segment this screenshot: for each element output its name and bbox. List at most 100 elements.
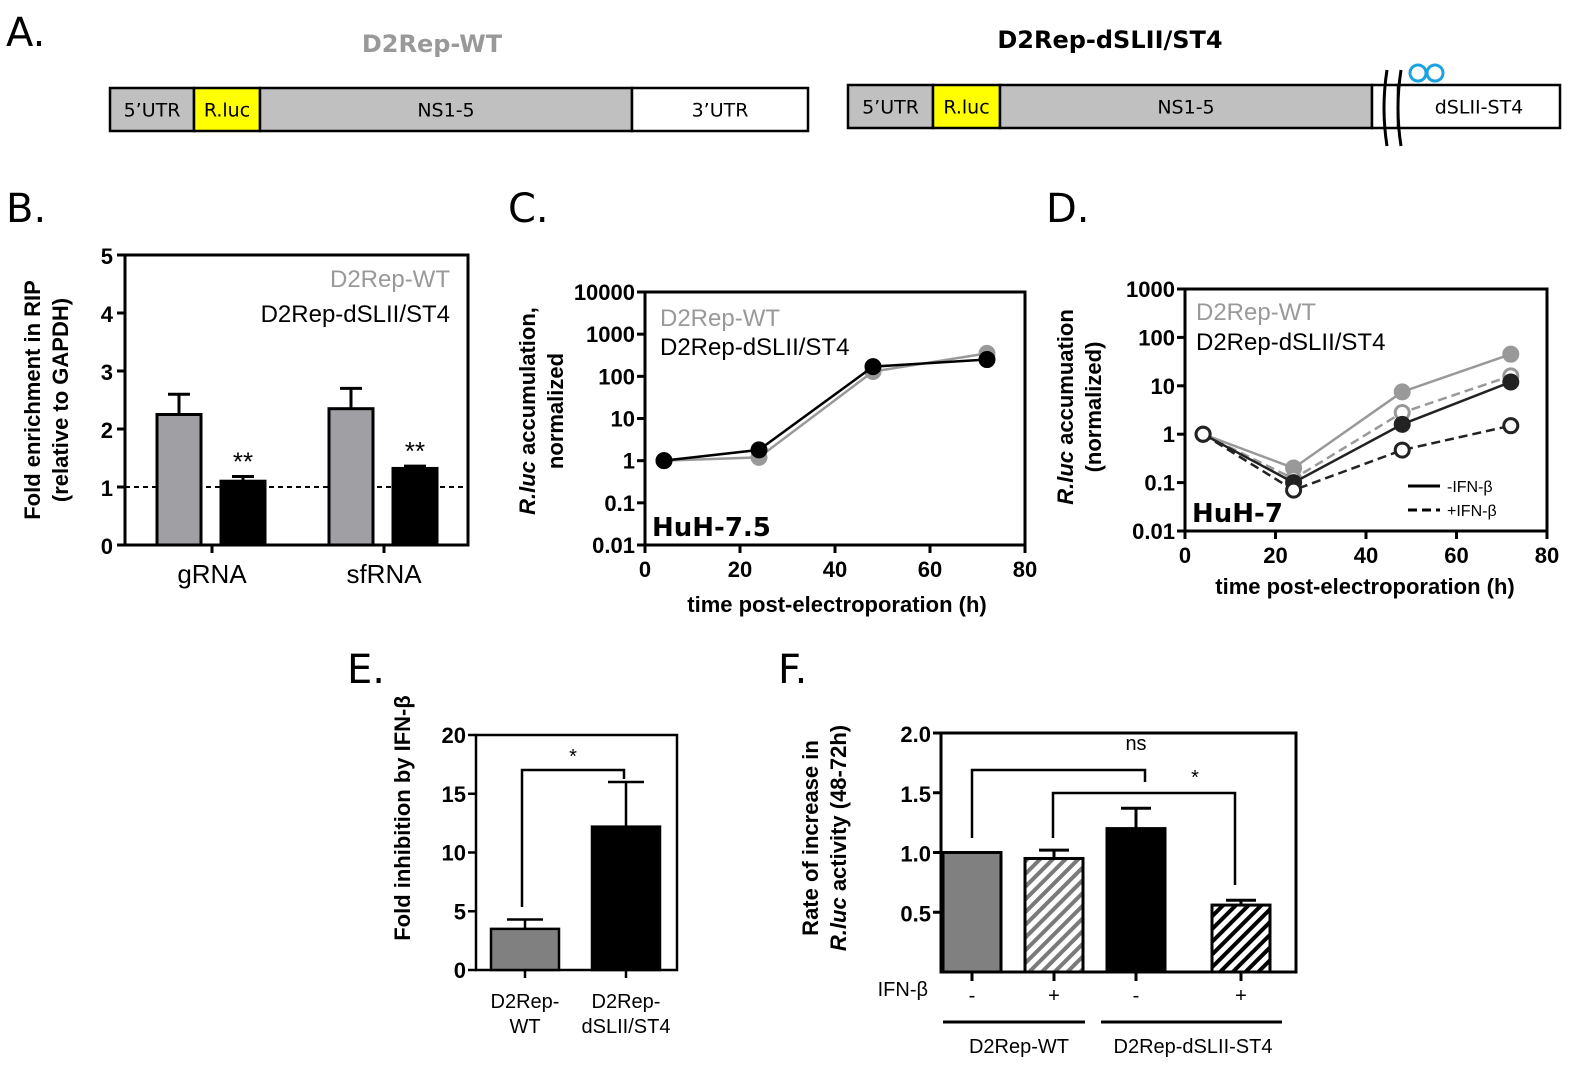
- construct-segment: [846, 83, 935, 130]
- construct-segment: [108, 86, 196, 133]
- data-point: [655, 452, 673, 470]
- panel-d-chart: R.luc accumuation (normalized) 0.01 0.1 1 1…: [1053, 277, 1559, 599]
- panel-label-b: B.: [6, 186, 46, 232]
- break-mark-icon: [1396, 69, 1403, 147]
- y-tick-label: 0: [454, 958, 466, 983]
- data-point: [1393, 415, 1411, 433]
- stem-loop-deletion-icon: [1408, 63, 1428, 83]
- ifn-sign-label: -: [1133, 985, 1140, 1007]
- data-point: [1502, 373, 1520, 391]
- x-tick-label: 60: [918, 557, 942, 582]
- panel-label-e: E.: [347, 647, 385, 693]
- y-tick-label: 1: [1163, 422, 1175, 447]
- data-point: [1194, 425, 1212, 443]
- legend-plus-ifn: +IFN-β: [1447, 503, 1497, 520]
- x-tick-label: 20: [728, 557, 752, 582]
- y-tick-label: 100: [1138, 325, 1175, 350]
- y-tick-label: 10: [442, 841, 466, 866]
- y-tick-label: 0.5: [900, 901, 931, 926]
- y-tick-label: 10: [1151, 374, 1175, 399]
- y-tick-label: 0.1: [1144, 471, 1175, 496]
- y-tick-label: 0.1: [604, 491, 635, 516]
- panel-f-ylabel-line1: Rate of increase in: [798, 740, 823, 936]
- y-tick-label: 1.0: [900, 842, 931, 867]
- x-tick-label: 40: [823, 557, 847, 582]
- data-point: [750, 441, 768, 459]
- panel-label-c: C.: [508, 186, 549, 232]
- panel-f-chart: Rate of increase in R.luc activity (48-7…: [798, 722, 1298, 1058]
- bar: [590, 825, 662, 972]
- y-tick-label: 5: [454, 899, 466, 924]
- panel-label-d: D.: [1046, 186, 1090, 232]
- plot-frame: [123, 253, 470, 547]
- construct-bar-dslii: 5’UTR R.luc NS1-5 dSLII-ST4: [846, 63, 1562, 147]
- y-tick-label: 5: [101, 244, 113, 269]
- panel-f-ylabel-line2: R.luc activity (48-72h): [826, 725, 851, 951]
- x-category-label: D2Rep-: [491, 991, 560, 1013]
- data-point: [864, 358, 882, 376]
- y-tick-label: 100: [598, 364, 635, 389]
- y-tick-label: 1: [623, 449, 635, 474]
- series-line: [1202, 353, 1512, 470]
- x-tick-label: 40: [1354, 543, 1378, 568]
- construct-segment: [258, 86, 634, 133]
- y-tick-label: 0.01: [592, 533, 635, 558]
- panel-b-legend-dslii: D2Rep-dSLII/ST4: [261, 301, 450, 328]
- ifn-sign-label: +: [1048, 985, 1060, 1007]
- significance-label: *: [1191, 767, 1199, 789]
- panel-b-chart: Fold enrichment in RIP (relative to GAPD…: [20, 244, 470, 589]
- construct-title-wt: D2Rep-WT: [362, 30, 503, 58]
- panel-b-legend-wt: D2Rep-WT: [330, 266, 450, 293]
- break-mark-icon: [1382, 69, 1389, 147]
- y-tick-label: 1000: [1126, 277, 1175, 302]
- panel-c-ylabel-line1: R.luc accumulation,: [515, 307, 540, 515]
- x-tick-label: 80: [1535, 543, 1559, 568]
- panel-c-cell-line: HuH-7.5: [652, 513, 771, 543]
- data-point: [1393, 441, 1411, 459]
- x-tick-label: 80: [1013, 557, 1037, 582]
- significance-bracket: [520, 768, 626, 907]
- series-line: [663, 352, 988, 462]
- y-tick-label: 15: [442, 782, 466, 807]
- significance-bracket: [1051, 791, 1237, 885]
- ifn-sign-label: +: [1235, 985, 1247, 1007]
- bar: [1105, 827, 1167, 974]
- construct-segment: [630, 86, 810, 133]
- series-line: [663, 358, 988, 462]
- y-tick-label: 2: [101, 418, 113, 443]
- legend-minus-ifn: -IFN-β: [1447, 479, 1493, 496]
- panel-c-legend-wt: D2Rep-WT: [660, 305, 780, 332]
- panel-e-chart: Fold inhibition by IFN-β 0 5 10 15 20 D2Rep- W…: [390, 695, 679, 1038]
- construct-segment-label: NS1-5: [417, 100, 474, 122]
- panel-e-ylabel: Fold inhibition by IFN-β: [390, 695, 415, 941]
- significance-label: **: [233, 447, 253, 477]
- panel-label-a: A.: [6, 10, 45, 56]
- construct-segment-label: 3’UTR: [692, 100, 749, 122]
- data-point: [1393, 383, 1411, 401]
- x-tick-label: 60: [1444, 543, 1468, 568]
- significance-label: *: [569, 746, 577, 768]
- y-tick-label: 1000: [586, 322, 635, 347]
- x-tick-label: 0: [639, 557, 651, 582]
- x-category-label: D2Rep-: [592, 991, 661, 1013]
- stem-loop-deletion-icon: [1425, 63, 1445, 83]
- bar: [1210, 903, 1272, 974]
- bar: [219, 479, 267, 547]
- ifn-sign-label: -: [969, 985, 976, 1007]
- construct-segment-label: 5’UTR: [862, 97, 919, 119]
- construct-title-dslii: D2Rep-dSLII/ST4: [997, 26, 1222, 54]
- x-tick-label: 0: [1179, 543, 1191, 568]
- panel-c-xlabel: time post-electroporation (h): [687, 592, 986, 617]
- panel-a-construct-diagram: D2Rep-WT D2Rep-dSLII/ST4 5’UTR R.luc NS1-5…: [108, 26, 1562, 147]
- group-label: D2Rep-dSLII-ST4: [1114, 1036, 1273, 1058]
- construct-segment: [192, 86, 262, 133]
- y-tick-label: 10000: [574, 280, 635, 305]
- panel-c-chart: R.luc accumulation, normalized 0.01 0.1 1 1…: [515, 280, 1037, 617]
- y-tick-label: 4: [101, 302, 114, 327]
- construct-bar-wt: 5’UTR R.luc NS1-5 3’UTR: [108, 86, 810, 133]
- bar: [1023, 856, 1085, 974]
- y-tick-label: 1.5: [900, 782, 931, 807]
- bar: [327, 407, 375, 547]
- data-point: [1502, 417, 1520, 435]
